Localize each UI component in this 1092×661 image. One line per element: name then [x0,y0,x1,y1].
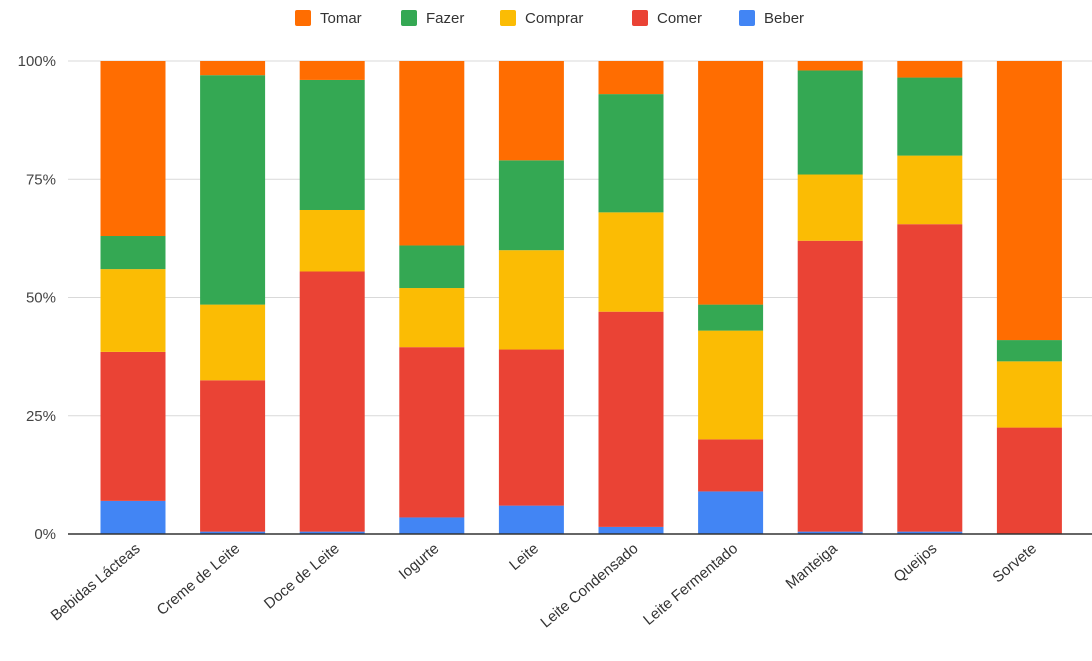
legend-swatch-comprar [500,10,516,26]
legend-swatch-comer [632,10,648,26]
bar-segment-tomar[interactable] [399,61,465,246]
bar-segment-tomar[interactable] [996,61,1062,341]
bar-segment-tomar[interactable] [498,61,564,161]
x-tick-label: Leite [506,540,542,574]
bar-segment-fazer[interactable] [797,70,863,175]
x-tick-label: Leite Condensado [537,540,641,631]
bar-segment-beber[interactable] [498,505,564,534]
bar-segment-fazer[interactable] [996,340,1062,362]
bar-segment-fazer[interactable] [200,75,266,305]
legend-swatch-fazer [401,10,417,26]
x-tick-label: Leite Fermentado [640,540,741,629]
bar-segment-comer[interactable] [100,351,166,501]
bar-segment-tomar[interactable] [598,61,664,95]
bar-segment-comer[interactable] [299,271,365,532]
legend-label-tomar: Tomar [320,10,362,27]
bar-segment-comprar[interactable] [200,304,266,381]
bar-segment-beber[interactable] [100,500,166,534]
bar-segment-comprar[interactable] [498,250,564,350]
bar-segment-tomar[interactable] [897,61,963,78]
bar-segment-comer[interactable] [996,427,1062,534]
bar-segment-tomar[interactable] [797,61,863,71]
legend-swatch-beber [739,10,755,26]
bar-segment-beber[interactable] [698,491,764,534]
bar-segment-tomar[interactable] [299,61,365,80]
y-tick-label: 25% [26,408,56,425]
legend-label-comer: Comer [657,10,702,27]
x-tick-label: Iogurte [396,540,443,583]
legend-label-comprar: Comprar [525,10,583,27]
legend-swatch-tomar [295,10,311,26]
bar-segment-comer[interactable] [399,347,465,518]
bar-segment-comprar[interactable] [698,330,764,440]
bar-segment-comprar[interactable] [299,209,365,272]
bar-segment-comer[interactable] [598,311,664,527]
x-tick-label: Creme de Leite [154,540,243,619]
bar-segment-comer[interactable] [498,349,564,506]
bar-segment-comprar[interactable] [797,174,863,241]
bar-segment-comer[interactable] [797,240,863,532]
bar-segment-fazer[interactable] [299,79,365,210]
bar-segment-tomar[interactable] [200,61,266,76]
bar-segment-tomar[interactable] [698,61,764,305]
bar-segment-comer[interactable] [698,439,764,492]
bar-segment-comprar[interactable] [897,155,963,225]
bar-segment-comprar[interactable] [399,288,465,348]
bar-segment-fazer[interactable] [100,236,166,270]
bar-segment-tomar[interactable] [100,61,166,237]
x-tick-label: Queijos [890,540,940,586]
bar-segment-fazer[interactable] [698,304,764,331]
x-tick-label: Sorvete [989,540,1040,586]
bar-segment-fazer[interactable] [598,94,664,213]
x-tick-label: Manteiga [783,540,842,593]
bar-segment-beber[interactable] [598,526,664,534]
bar-segment-comer[interactable] [897,224,963,532]
bar-segment-comprar[interactable] [996,361,1062,428]
bar-segment-fazer[interactable] [399,245,465,289]
y-tick-label: 50% [26,290,56,307]
legend-label-beber: Beber [764,10,804,27]
bar-segment-beber[interactable] [200,531,266,534]
bar-segment-beber[interactable] [399,517,465,534]
y-tick-label: 100% [18,53,56,70]
x-tick-label: Bebidas Lácteas [48,540,144,624]
y-tick-label: 75% [26,171,56,188]
bar-segment-comprar[interactable] [100,269,166,352]
legend-label-fazer: Fazer [426,10,464,27]
y-tick-label: 0% [34,526,56,543]
bar-segment-beber[interactable] [897,531,963,534]
bar-segment-comprar[interactable] [598,212,664,312]
x-tick-label: Doce de Leite [261,540,343,613]
bar-segment-beber[interactable] [797,531,863,534]
bar-segment-fazer[interactable] [498,160,564,251]
bar-segment-beber[interactable] [299,531,365,534]
bar-segment-fazer[interactable] [897,77,963,156]
bar-segment-comer[interactable] [200,380,266,532]
